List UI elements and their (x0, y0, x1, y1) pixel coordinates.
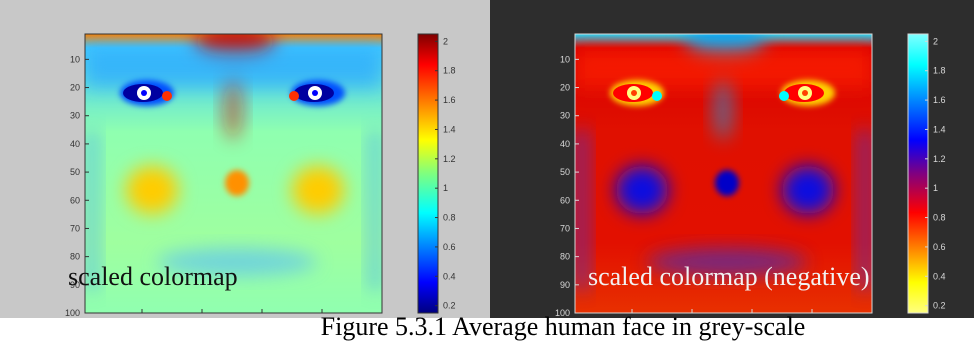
axes-frame (84, 33, 383, 314)
right-figure-panel: 10 20 30 40 50 60 70 80 90 100 20 40 60 80 100 2 1.8 1.6 1… (490, 0, 974, 318)
colorbar-tick-label: 1.2 (443, 154, 456, 164)
colorbar-tick-label: 1.8 (443, 66, 456, 76)
left-heatmap-figure: 10 20 30 40 50 60 70 80 90 100 20 40 60 80 100 2 1.8 1.6 1… (65, 33, 456, 318)
colorbar-tick-label: 0.8 (933, 213, 946, 223)
right-pupil (802, 90, 808, 96)
heatmap-image (85, 34, 382, 313)
figure-caption-text: Figure 5.3.1 Average human face in grey-… (320, 312, 806, 341)
nose-tip (715, 170, 739, 196)
ytick-label: 20 (560, 83, 570, 93)
colorbar-tick-label: 1 (443, 183, 448, 193)
right-eye-corner (289, 91, 299, 101)
colorbar-tick-label: 1.6 (933, 95, 946, 105)
ytick-label: 90 (560, 280, 570, 290)
nose-bridge (223, 80, 243, 140)
xtick-label: 60 (747, 317, 757, 318)
left-edge (575, 130, 589, 290)
mouth-region (157, 248, 317, 276)
ytick-label: 100 (65, 308, 80, 318)
colorbar-tick-label: 1.6 (443, 95, 456, 105)
left-figure-panel: 10 20 30 40 50 60 70 80 90 100 20 40 60 80 100 2 1.8 1.6 1… (0, 0, 490, 318)
colorbar-tick-label: 2 (443, 36, 448, 46)
left-eye (120, 80, 174, 106)
right-panel-label: scaled colormap (negative) (588, 262, 870, 291)
xtick-label: 40 (197, 317, 207, 318)
mouth-region (647, 248, 807, 276)
colorbar-tick-label: 0.4 (443, 271, 456, 281)
colorbar-tick-label: 1.4 (443, 124, 456, 134)
xtick-label: 20 (627, 317, 637, 318)
left-edge (85, 130, 99, 290)
nose-tip (225, 170, 249, 196)
nose-bridge (713, 80, 733, 140)
right-cheek (782, 166, 834, 214)
ytick-label: 70 (70, 223, 80, 233)
colorbar-tick-label: 0.6 (933, 242, 946, 252)
colorbar-tick-label: 0.4 (933, 271, 946, 281)
right-pupil (312, 90, 318, 96)
colorbar-tick-label: 1.8 (933, 66, 946, 76)
xtick-label: 100 (864, 317, 879, 318)
colorbar-tick-label: 0.6 (443, 242, 456, 252)
left-pupil (631, 90, 637, 96)
ytick-label: 50 (70, 167, 80, 177)
ytick-label: 30 (560, 111, 570, 121)
colorbar-tick-label: 0.8 (443, 213, 456, 223)
ytick-label: 10 (560, 54, 570, 64)
left-eye-corner (162, 91, 172, 101)
xtick-label: 40 (687, 317, 697, 318)
xtick-label: 60 (257, 317, 267, 318)
xtick-label: 80 (807, 317, 817, 318)
figure-caption: Figure 5.3.1 Average human face in grey-… (0, 312, 974, 342)
ytick-label: 50 (560, 167, 570, 177)
ytick-label: 40 (70, 139, 80, 149)
ytick-label: 40 (560, 139, 570, 149)
left-panel-label: scaled colormap (68, 262, 238, 291)
left-cheek (616, 166, 668, 214)
ytick-label: 90 (70, 280, 80, 290)
left-eye (610, 80, 664, 106)
right-cheek (292, 166, 344, 214)
xtick-label: 80 (317, 317, 327, 318)
colorbar-tick-label: 1 (933, 183, 938, 193)
xtick-label: 100 (374, 317, 389, 318)
ytick-label: 100 (555, 308, 570, 318)
right-heatmap-figure: 10 20 30 40 50 60 70 80 90 100 20 40 60 80 100 2 1.8 1.6 1… (555, 33, 946, 318)
right-edge (368, 130, 382, 290)
ytick-label: 60 (560, 195, 570, 205)
ytick-label: 80 (70, 252, 80, 262)
colorbar-tick-label: 0.2 (933, 301, 946, 311)
right-eye (779, 80, 835, 106)
ytick-label: 20 (70, 83, 80, 93)
xtick-label: 20 (137, 317, 147, 318)
colorbar-tick-label: 2 (933, 36, 938, 46)
ytick-label: 30 (70, 111, 80, 121)
colorbar-tick-label: 0.2 (443, 301, 456, 311)
left-eye-corner (652, 91, 662, 101)
colorbar-tick-label: 1.2 (933, 154, 946, 164)
left-cheek (126, 166, 178, 214)
colorbar (907, 33, 929, 314)
ytick-label: 10 (70, 54, 80, 64)
heatmap-image (575, 34, 872, 313)
colorbar-tick-label: 1.4 (933, 124, 946, 134)
ytick-label: 80 (560, 252, 570, 262)
colorbar (417, 33, 439, 314)
right-eye (289, 80, 345, 106)
right-edge (858, 130, 872, 290)
ytick-label: 70 (560, 223, 570, 233)
axes-frame (574, 33, 873, 314)
right-eye-corner (779, 91, 789, 101)
ytick-label: 60 (70, 195, 80, 205)
left-pupil (141, 90, 147, 96)
